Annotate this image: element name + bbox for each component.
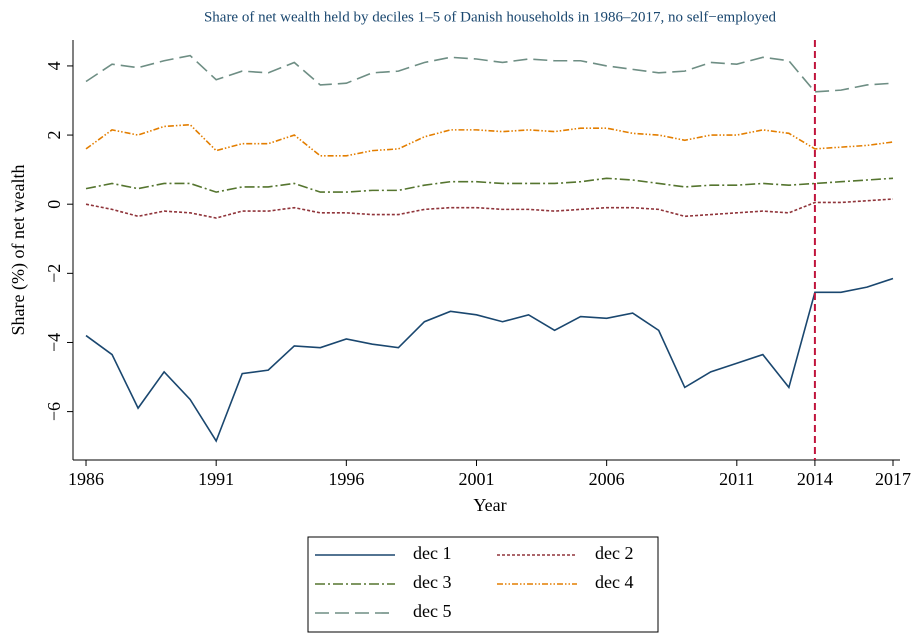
legend-label: dec 4 [595, 572, 633, 592]
x-tick-label: 2006 [589, 469, 625, 489]
legend-box [307, 536, 659, 633]
x-tick-label: 1986 [68, 469, 104, 489]
series-line [85, 198, 894, 219]
series-line [85, 54, 894, 93]
y-axis-label: Share (%) of net wealth [8, 165, 29, 336]
x-tick-label: 2017 [875, 469, 911, 489]
series-line [85, 177, 894, 193]
x-axis-label: Year [473, 495, 506, 515]
series-line [85, 277, 894, 443]
legend-label: dec 5 [413, 601, 451, 621]
legend-label: dec 1 [413, 543, 451, 563]
y-tick-label: 4 [44, 61, 64, 70]
legend-label: dec 3 [413, 572, 451, 592]
x-tick-label: 1991 [198, 469, 234, 489]
x-tick-label: 1996 [328, 469, 364, 489]
y-tick-label: −2 [44, 264, 64, 283]
y-tick-label: −6 [44, 402, 64, 421]
x-tick-label: 2014 [797, 469, 833, 489]
legend-label: dec 2 [595, 543, 633, 563]
y-tick-label: 0 [44, 200, 64, 209]
series-line [85, 123, 894, 157]
x-tick-label: 2011 [719, 469, 754, 489]
chart-title: Share of net wealth held by deciles 1–5 … [204, 9, 777, 25]
x-tick-label: 2001 [458, 469, 494, 489]
y-tick-label: 2 [44, 131, 64, 140]
y-tick-label: −4 [44, 333, 64, 352]
